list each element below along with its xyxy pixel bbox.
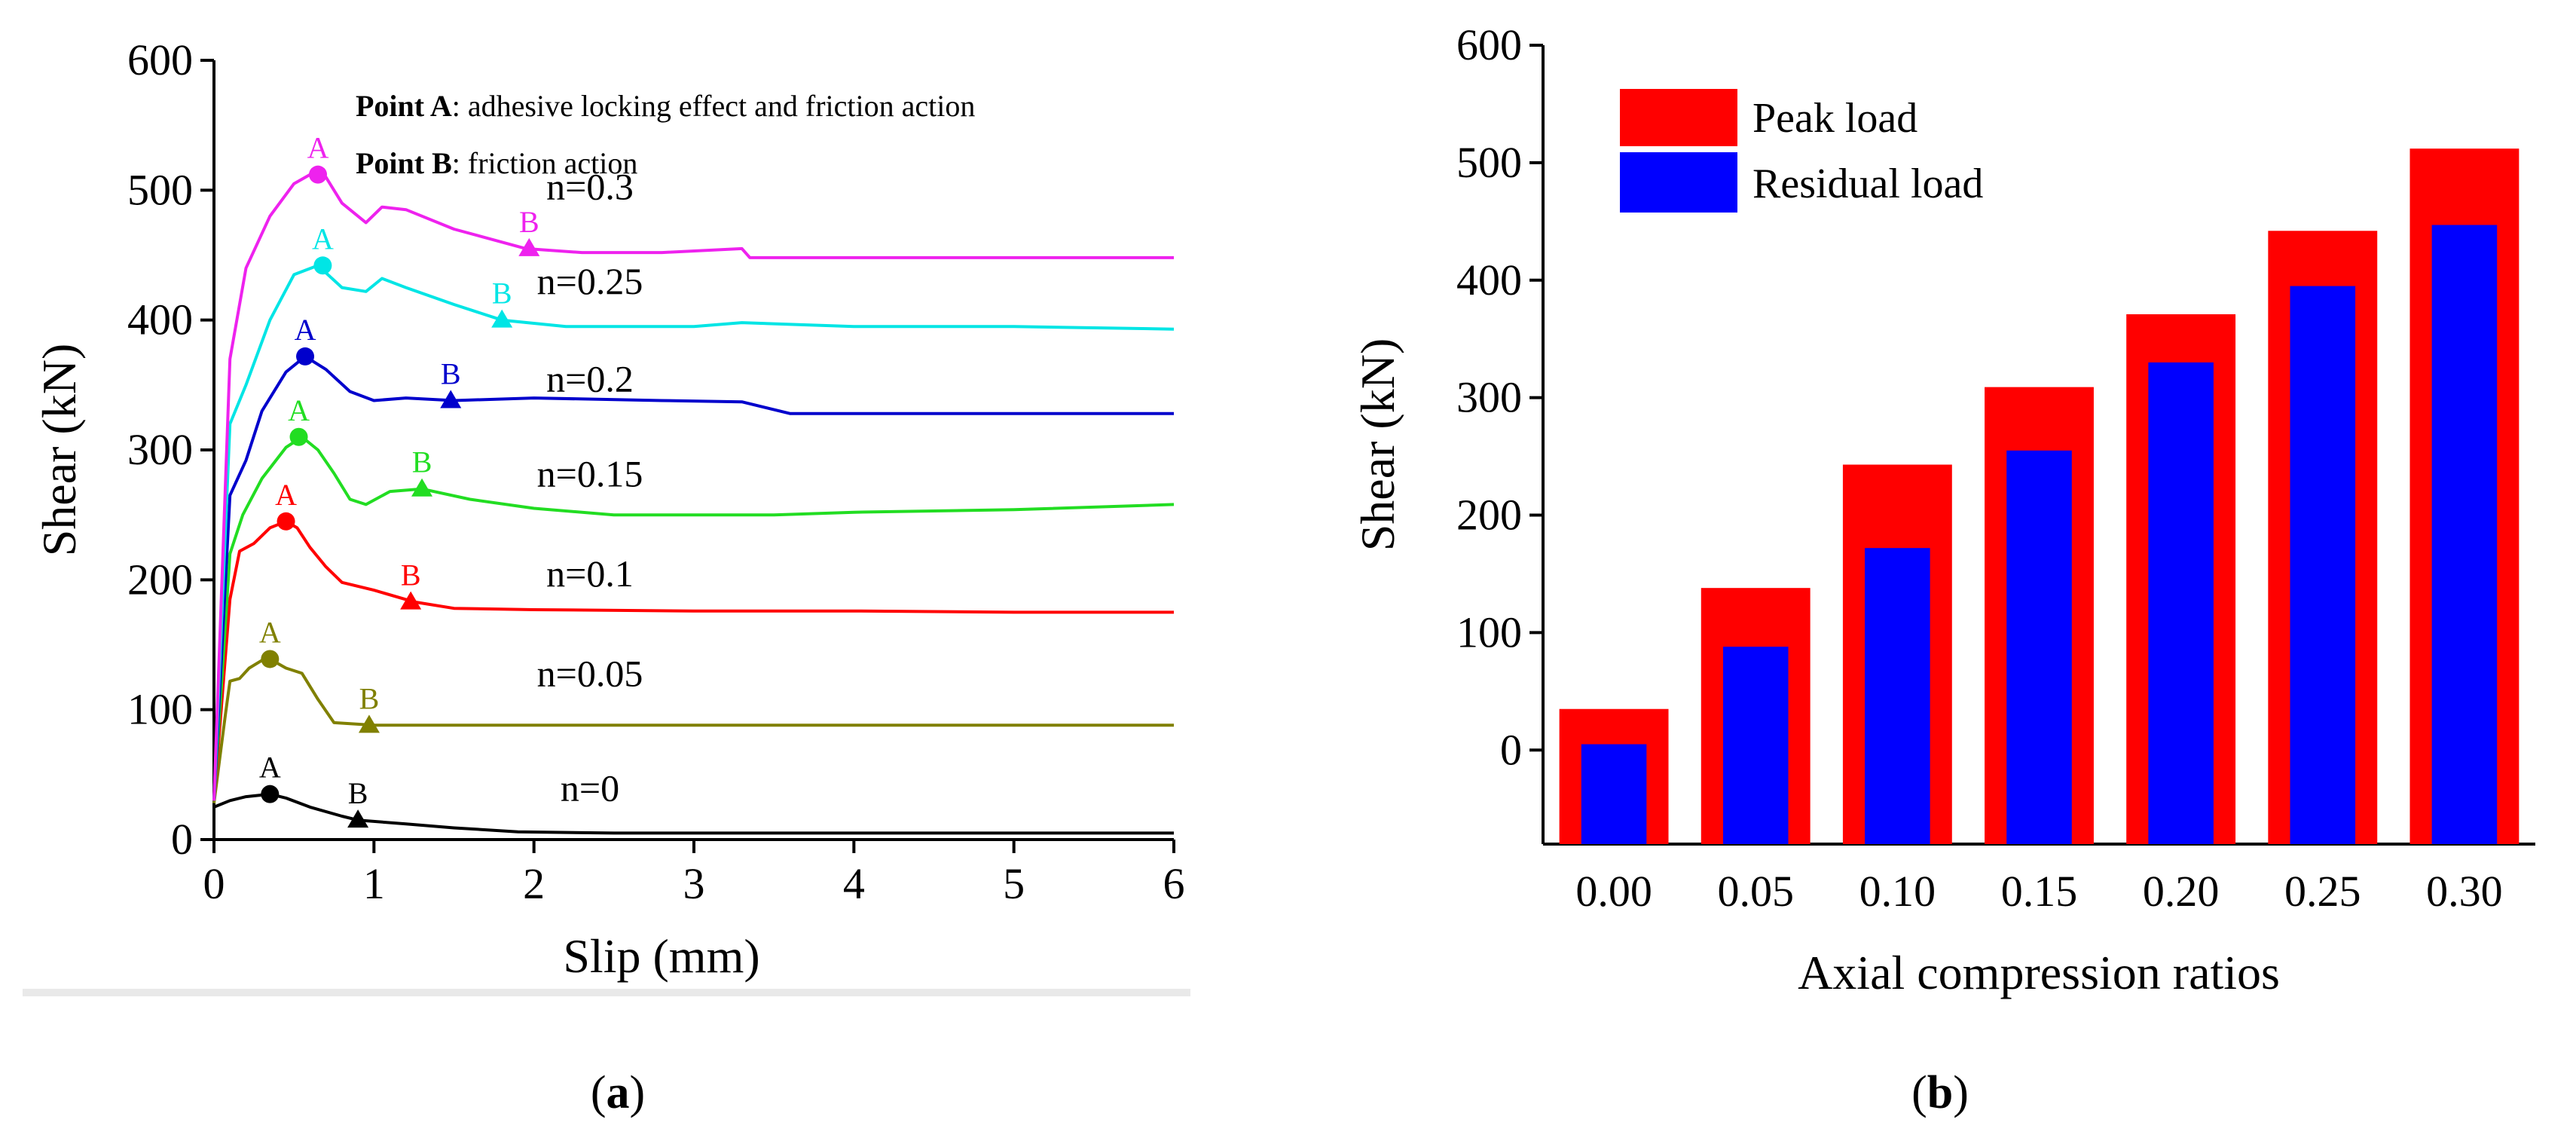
series-line-5 bbox=[212, 264, 1175, 801]
series-line-2 bbox=[212, 519, 1174, 801]
peak-marker-0 bbox=[261, 785, 280, 803]
chart-a-xtick-label: 6 bbox=[1163, 859, 1185, 908]
bar-residual-0 bbox=[1581, 744, 1647, 844]
caption-a: (a) bbox=[591, 1067, 645, 1118]
bar-residual-4 bbox=[2148, 362, 2214, 845]
residual-marker-6 bbox=[518, 237, 540, 256]
bar-residual-1 bbox=[1722, 647, 1789, 844]
bar-residual-5 bbox=[2290, 286, 2356, 844]
peak-marker-6 bbox=[309, 165, 328, 184]
peak-label-5: A bbox=[312, 222, 334, 255]
chart-b-xtick-label: 0.05 bbox=[1717, 867, 1794, 916]
chart-a-xtick-label: 1 bbox=[363, 859, 385, 908]
chart-a-xtick-label: 5 bbox=[1003, 859, 1025, 908]
peak-label-4: A bbox=[295, 313, 316, 347]
chart-a-ytick-label: 600 bbox=[127, 35, 193, 84]
series-name-2: n=0.1 bbox=[546, 552, 634, 595]
chart-a-ytick-label: 300 bbox=[127, 425, 193, 474]
residual-label-0: B bbox=[348, 776, 368, 810]
chart-b-xtick-label: 0.25 bbox=[2284, 867, 2361, 916]
series-name-3: n=0.15 bbox=[537, 452, 643, 494]
chart-b-ytick-label: 0 bbox=[1500, 725, 1522, 774]
peak-marker-3 bbox=[289, 427, 308, 446]
residual-marker-2 bbox=[400, 591, 422, 610]
peak-marker-5 bbox=[313, 256, 332, 275]
legend-label-residual: Residual load bbox=[1752, 161, 1983, 207]
chart-a-ylabel: Shear (kN) bbox=[32, 344, 86, 557]
chart-b-ytick-label: 300 bbox=[1456, 373, 1522, 422]
chart-a-separator bbox=[23, 989, 1190, 996]
series-name-0: n=0 bbox=[561, 766, 619, 809]
chart-b-xlabel: Axial compression ratios bbox=[1798, 946, 2280, 999]
chart-b-ytick-label: 600 bbox=[1456, 20, 1522, 69]
chart-a-ytick-label: 0 bbox=[171, 815, 193, 864]
residual-marker-5 bbox=[491, 309, 513, 328]
legend-note-a-bold: Point A bbox=[356, 89, 452, 123]
chart-a-ytick-label: 100 bbox=[127, 685, 193, 734]
residual-marker-0 bbox=[347, 809, 369, 828]
chart-b-ytick-label: 200 bbox=[1456, 491, 1522, 540]
peak-marker-2 bbox=[277, 512, 295, 531]
chart-b-xtick-label: 0.30 bbox=[2426, 867, 2503, 916]
residual-marker-3 bbox=[411, 478, 433, 497]
series-name-1: n=0.05 bbox=[537, 653, 643, 695]
legend-label-peak: Peak load bbox=[1752, 95, 1917, 142]
series-line-4 bbox=[212, 354, 1174, 801]
residual-marker-1 bbox=[358, 714, 380, 733]
peak-label-6: A bbox=[307, 131, 329, 165]
residual-label-1: B bbox=[359, 681, 380, 715]
chart-b-xtick-label: 0.20 bbox=[2143, 867, 2220, 916]
peak-label-3: A bbox=[288, 393, 310, 427]
peak-label-2: A bbox=[275, 478, 297, 512]
caption-b-label: b bbox=[1927, 1067, 1953, 1118]
bar-residual-3 bbox=[2006, 450, 2072, 844]
series-name-6: n=0.3 bbox=[546, 165, 634, 207]
legend-note-a: Point A: adhesive locking effect and fri… bbox=[356, 89, 975, 123]
legend-swatch-peak bbox=[1620, 89, 1737, 146]
caption-b: (b) bbox=[1911, 1067, 1969, 1118]
chart-b-ytick-label: 100 bbox=[1456, 607, 1522, 656]
chart-b-ytick-label: 500 bbox=[1456, 138, 1522, 187]
peak-marker-4 bbox=[296, 347, 315, 366]
chart-b: 0 100 200 300 400 500 600 0.00 0.05 0.10 0.15 0.20 0… bbox=[1351, 20, 2535, 1118]
chart-a-xlabel: Slip (mm) bbox=[563, 929, 759, 983]
residual-label-4: B bbox=[441, 357, 461, 391]
chart-b-xtick-label: 0.10 bbox=[1859, 867, 1936, 916]
chart-a: 0 100 200 300 400 500 600 0 1 2 3 4 5 6 A B n=0 A Bn=0.05… bbox=[32, 35, 1185, 1118]
bar-residual-6 bbox=[2431, 225, 2498, 844]
series-line-0 bbox=[213, 792, 1174, 835]
residual-marker-4 bbox=[440, 390, 462, 408]
chart-a-xtick-label: 4 bbox=[843, 859, 865, 908]
residual-label-3: B bbox=[412, 445, 432, 479]
bar-residual-2 bbox=[1865, 548, 1930, 844]
legend-note-a-text: : adhesive locking effect and friction a… bbox=[452, 89, 976, 123]
peak-label-1: A bbox=[259, 615, 281, 649]
residual-label-5: B bbox=[492, 277, 512, 311]
residual-label-6: B bbox=[519, 205, 539, 239]
series-name-4: n=0.2 bbox=[546, 357, 634, 399]
chart-a-xtick-label: 2 bbox=[523, 859, 545, 908]
peak-label-0: A bbox=[259, 751, 281, 785]
legend-note-b: Point B: friction action bbox=[356, 146, 637, 180]
peak-marker-1 bbox=[261, 650, 280, 668]
legend-swatch-residual bbox=[1620, 152, 1737, 213]
chart-a-ytick-label: 500 bbox=[127, 165, 193, 214]
series-name-5: n=0.25 bbox=[537, 260, 643, 302]
chart-b-xtick-label: 0.00 bbox=[1575, 867, 1652, 916]
chart-a-xtick-label: 0 bbox=[203, 859, 225, 908]
residual-label-2: B bbox=[401, 558, 421, 592]
series-line-6 bbox=[212, 173, 1174, 801]
chart-b-xtick-label: 0.15 bbox=[2001, 867, 2078, 916]
series-line-3 bbox=[212, 435, 1175, 801]
series-line-1 bbox=[212, 657, 1174, 803]
legend-note-b-bold: Point B bbox=[356, 146, 452, 180]
chart-a-ytick-label: 400 bbox=[127, 295, 193, 344]
legend-note-b-text: : friction action bbox=[452, 146, 638, 180]
chart-b-ytick-label: 400 bbox=[1456, 255, 1522, 304]
chart-a-xtick-label: 3 bbox=[683, 859, 705, 908]
chart-a-ytick-label: 200 bbox=[127, 555, 193, 604]
chart-b-ylabel: Shear (kN) bbox=[1351, 338, 1404, 552]
caption-a-label: a bbox=[607, 1067, 630, 1118]
